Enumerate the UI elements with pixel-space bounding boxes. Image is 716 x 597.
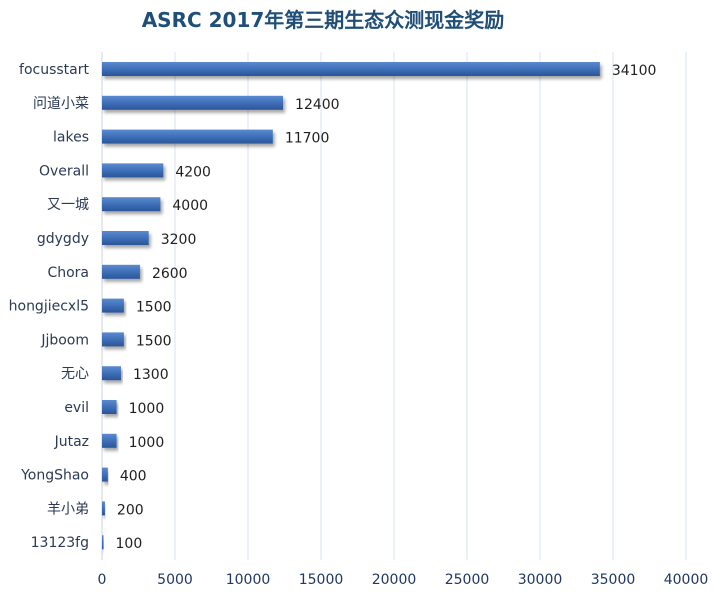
labels-layer: 0 5000 10000 15000 20000 25000 30000 35000 40000… bbox=[9, 62, 709, 588]
bar bbox=[102, 366, 121, 381]
bar bbox=[102, 163, 164, 178]
category-label: 无心 bbox=[61, 366, 89, 382]
data-label: 1000 bbox=[129, 435, 165, 451]
data-label: 1500 bbox=[136, 300, 172, 316]
data-label: 200 bbox=[117, 502, 144, 518]
x-tick-label: 5000 bbox=[157, 572, 193, 588]
x-tick-label: 25000 bbox=[445, 572, 490, 588]
bar bbox=[102, 332, 124, 347]
bar bbox=[102, 62, 600, 76]
data-label: 1500 bbox=[136, 333, 172, 349]
x-tick-label: 30000 bbox=[518, 572, 563, 588]
bar bbox=[102, 535, 104, 550]
data-label: 12400 bbox=[295, 97, 340, 113]
data-label: 400 bbox=[120, 469, 147, 485]
x-tick-label: 40000 bbox=[664, 572, 709, 588]
chart-title: ASRC 2017年第三期生态众测现金奖励 bbox=[142, 8, 505, 32]
category-label: Chora bbox=[47, 265, 89, 281]
x-tick-label: 10000 bbox=[226, 572, 271, 588]
data-label: 100 bbox=[116, 536, 143, 552]
category-label: 13123fg bbox=[31, 535, 89, 551]
category-label: YongShao bbox=[20, 468, 89, 484]
category-label: 羊小弟 bbox=[47, 501, 89, 517]
bar bbox=[102, 197, 161, 212]
bars-layer bbox=[102, 62, 600, 550]
data-label: 2600 bbox=[152, 266, 188, 282]
category-label: hongjiecxl5 bbox=[9, 299, 89, 315]
category-label: gdygdy bbox=[37, 231, 89, 247]
data-label: 4000 bbox=[172, 198, 208, 214]
data-label: 34100 bbox=[612, 63, 657, 79]
bar bbox=[102, 400, 117, 414]
x-tick-label: 20000 bbox=[372, 572, 417, 588]
data-label: 1300 bbox=[133, 367, 169, 383]
bar bbox=[102, 433, 117, 448]
x-tick-label: 15000 bbox=[299, 572, 344, 588]
category-label: Overall bbox=[39, 163, 89, 179]
bar bbox=[102, 501, 105, 516]
bar bbox=[102, 264, 140, 279]
bar bbox=[102, 231, 149, 245]
x-tick-label: 35000 bbox=[591, 572, 636, 588]
bar bbox=[102, 129, 273, 144]
bar bbox=[102, 467, 108, 482]
category-label: 问道小菜 bbox=[33, 96, 89, 112]
bar bbox=[102, 95, 284, 110]
grid-layer bbox=[101, 52, 687, 560]
category-label: Jutaz bbox=[54, 434, 89, 450]
category-label: focusstart bbox=[19, 62, 89, 78]
data-label: 11700 bbox=[285, 131, 330, 147]
category-label: Jjboom bbox=[40, 332, 89, 348]
data-label: 3200 bbox=[161, 232, 197, 248]
category-label: 又一城 bbox=[47, 197, 89, 213]
category-label: lakes bbox=[53, 130, 89, 146]
data-label: 1000 bbox=[129, 401, 165, 417]
data-label: 4200 bbox=[175, 164, 211, 180]
bar bbox=[102, 298, 124, 313]
x-tick-label: 0 bbox=[98, 572, 107, 588]
category-label: evil bbox=[64, 400, 89, 416]
